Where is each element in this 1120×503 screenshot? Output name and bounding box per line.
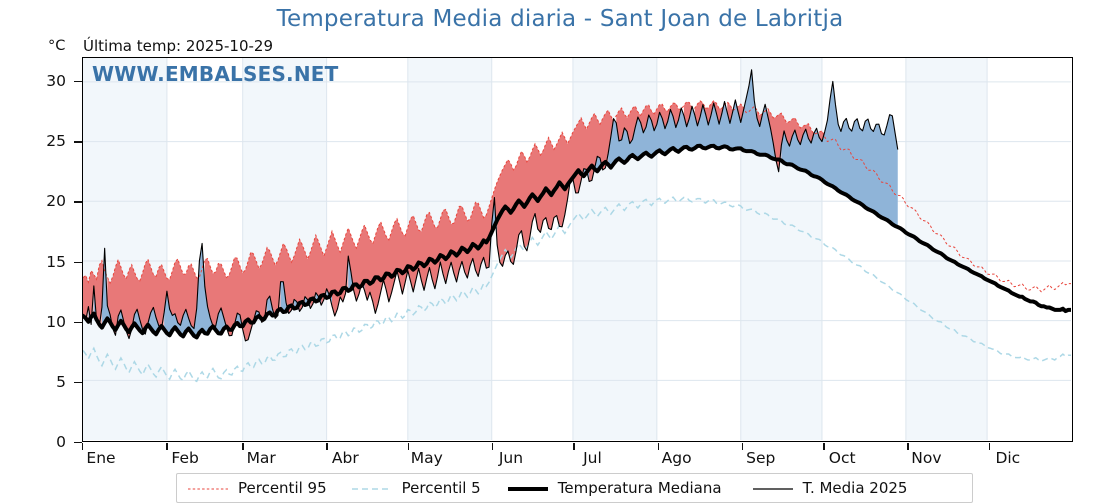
legend-item-2[interactable]: Temperatura Mediana bbox=[507, 479, 722, 497]
month-band bbox=[905, 58, 988, 440]
fill-above-p95 bbox=[757, 104, 766, 127]
x-axis-tick-label: Mar bbox=[246, 449, 276, 467]
x-axis-tick-mark bbox=[326, 443, 328, 450]
x-axis-tick-label: Oct bbox=[828, 449, 856, 467]
y-axis-tick-mark bbox=[74, 321, 82, 324]
fill-below-median bbox=[781, 81, 898, 228]
plot-area bbox=[82, 57, 1073, 442]
series-line-percentil-95 bbox=[83, 100, 1071, 293]
series-line-t-media-2025 bbox=[83, 69, 899, 342]
x-axis-tick-label: May bbox=[410, 449, 443, 467]
series-line-temperatura-mediana bbox=[83, 143, 1071, 340]
x-axis-tick-mark bbox=[82, 443, 84, 450]
y-axis-tick-mark bbox=[74, 201, 82, 203]
chart-legend: Percentil 95 Percentil 5 Temperatura Media… bbox=[176, 473, 973, 503]
x-axis-tick-label: Dic bbox=[995, 449, 1021, 467]
x-axis-tick-mark bbox=[242, 443, 244, 450]
y-axis-unit-label: °C bbox=[48, 38, 66, 54]
x-axis-tick-mark bbox=[823, 443, 825, 450]
x-axis-tick-mark bbox=[491, 443, 494, 450]
x-axis-tick-mark bbox=[657, 443, 659, 450]
watermark-label: WWW.EMBALSES.NET bbox=[92, 62, 339, 86]
fill-above-p95 bbox=[683, 101, 693, 127]
x-axis-tick-label: Feb bbox=[171, 449, 199, 467]
fill-above-p95 bbox=[616, 103, 682, 144]
x-axis-tick-label: Abr bbox=[331, 449, 359, 467]
x-axis-tick-label: Sep bbox=[746, 449, 776, 467]
fill-below-median bbox=[491, 197, 498, 245]
y-axis-tick-label: 25 bbox=[46, 132, 66, 151]
legend-label: T. Media 2025 bbox=[802, 479, 908, 497]
y-axis-tick-mark bbox=[74, 81, 82, 83]
y-axis-tick-mark bbox=[74, 442, 82, 444]
legend-swatch-icon bbox=[351, 481, 393, 495]
y-axis-tick-label: 5 bbox=[56, 372, 66, 391]
y-axis-tick-mark bbox=[74, 381, 82, 384]
x-axis-tick-mark bbox=[407, 443, 410, 450]
legend-label: Percentil 5 bbox=[401, 479, 481, 497]
y-axis-tick-label: 10 bbox=[46, 312, 66, 331]
fill-above-p95 bbox=[727, 99, 736, 124]
legend-swatch-icon bbox=[187, 481, 229, 495]
x-axis-tick-label: Ago bbox=[661, 449, 692, 467]
month-band bbox=[83, 58, 167, 440]
x-axis-tick-mark bbox=[907, 443, 909, 450]
y-axis-tick-label: 20 bbox=[46, 192, 66, 211]
series-line-percentil-5 bbox=[83, 196, 1071, 383]
legend-label: Temperatura Mediana bbox=[557, 479, 722, 497]
fill-below-median bbox=[101, 248, 113, 329]
x-axis-tick-mark bbox=[741, 443, 744, 450]
fill-above-p95 bbox=[204, 110, 614, 341]
fill-above-p95 bbox=[738, 98, 747, 123]
legend-label: Percentil 95 bbox=[238, 479, 327, 497]
legend-item-1[interactable]: Percentil 5 bbox=[351, 479, 481, 497]
y-axis-tick-mark bbox=[74, 261, 82, 263]
y-axis-tick-label: 0 bbox=[56, 433, 66, 451]
x-axis-tick-mark bbox=[166, 443, 168, 450]
x-axis-tick-label: Ene bbox=[86, 449, 116, 467]
legend-swatch-icon bbox=[507, 481, 549, 495]
y-axis-tick-mark bbox=[74, 141, 82, 143]
fill-below-median bbox=[608, 69, 776, 168]
last-temperature-date: Última temp: 2025-10-29 bbox=[83, 37, 274, 55]
x-axis-tick-mark bbox=[573, 443, 575, 450]
x-axis-tick-label: Jun bbox=[498, 449, 524, 467]
legend-item-3[interactable]: T. Media 2025 bbox=[752, 479, 908, 497]
x-axis-tick-label: Nov bbox=[911, 449, 942, 467]
page-title: Temperatura Media diaria - Sant Joan de … bbox=[276, 6, 844, 32]
fill-above-p95 bbox=[107, 258, 200, 339]
x-axis-tick-label: Jul bbox=[583, 449, 602, 467]
legend-item-0[interactable]: Percentil 95 bbox=[187, 479, 327, 497]
x-axis-tick-mark bbox=[988, 443, 991, 450]
y-axis-tick-label: 30 bbox=[46, 72, 66, 91]
chart-canvas bbox=[83, 58, 1071, 440]
y-axis-tick-label: 15 bbox=[46, 252, 66, 271]
legend-swatch-icon bbox=[752, 481, 794, 495]
